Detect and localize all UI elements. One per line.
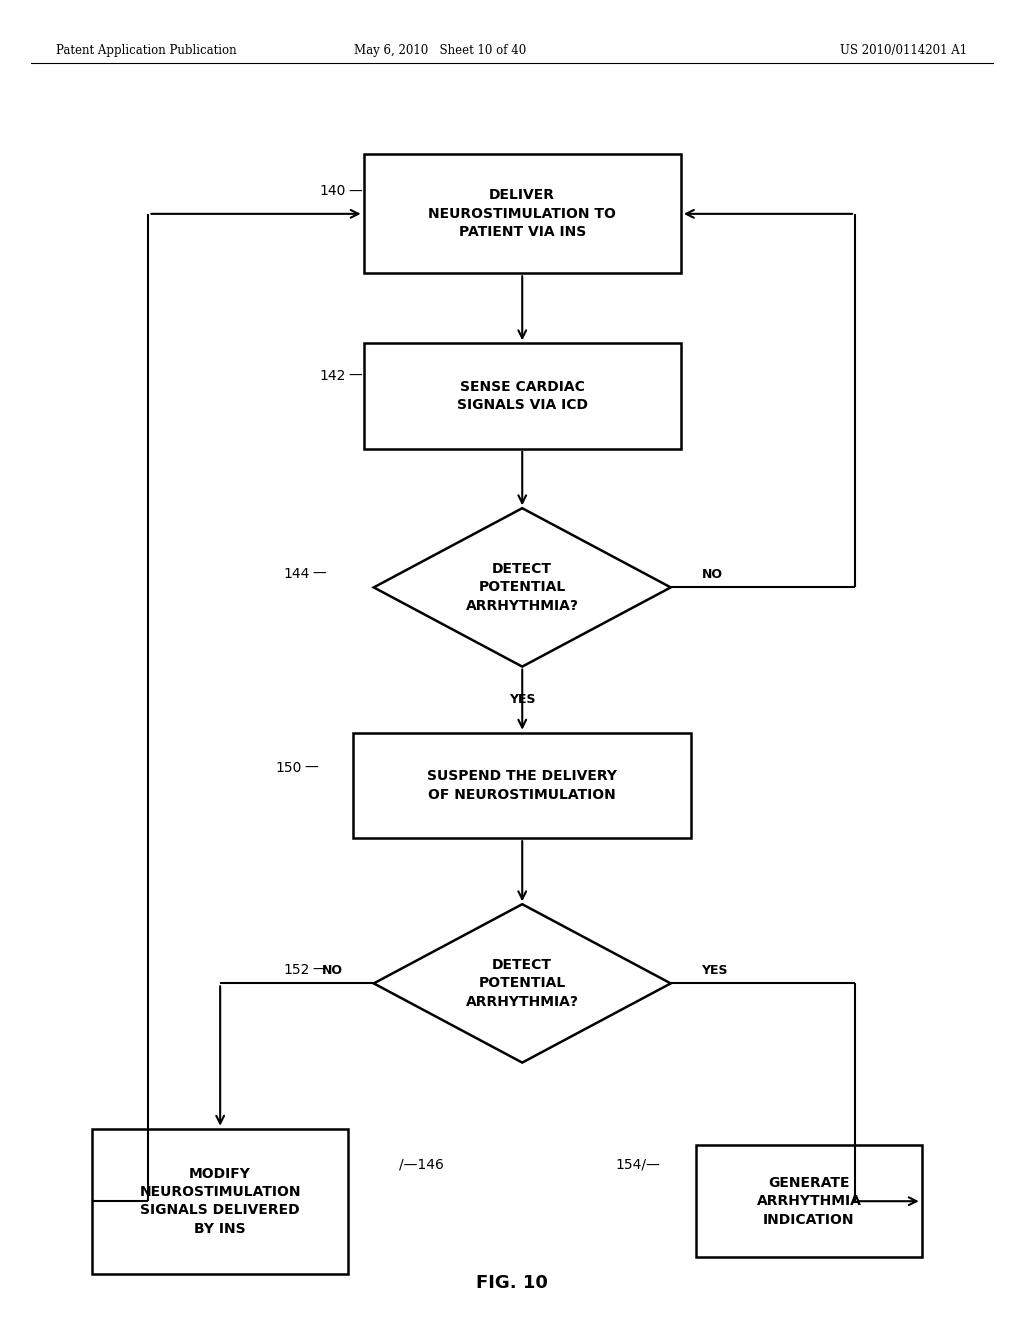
Text: GENERATE
ARRHYTHMIA
INDICATION: GENERATE ARRHYTHMIA INDICATION [757, 1176, 861, 1226]
Text: FIG. 10: FIG. 10 [476, 1274, 548, 1292]
Polygon shape [374, 508, 671, 667]
Text: NO: NO [701, 568, 723, 581]
Text: May 6, 2010   Sheet 10 of 40: May 6, 2010 Sheet 10 of 40 [354, 44, 526, 57]
Text: US 2010/0114201 A1: US 2010/0114201 A1 [840, 44, 967, 57]
Bar [92, 1129, 348, 1274]
Text: —: — [348, 370, 361, 383]
Text: NO: NO [322, 964, 343, 977]
Bar [364, 343, 681, 449]
Text: SUSPEND THE DELIVERY
OF NEUROSTIMULATION: SUSPEND THE DELIVERY OF NEUROSTIMULATION [427, 770, 617, 801]
Bar [353, 733, 691, 838]
Text: —: — [312, 964, 326, 977]
Text: MODIFY
NEUROSTIMULATION
SIGNALS DELIVERED
BY INS: MODIFY NEUROSTIMULATION SIGNALS DELIVERE… [139, 1167, 301, 1236]
Polygon shape [374, 904, 671, 1063]
Text: Patent Application Publication: Patent Application Publication [56, 44, 237, 57]
Text: YES: YES [509, 693, 536, 706]
Text: 144: 144 [284, 568, 310, 581]
Text: —: — [312, 568, 326, 581]
Text: 140: 140 [319, 185, 346, 198]
Text: 154/—: 154/— [615, 1158, 660, 1171]
Text: YES: YES [701, 964, 728, 977]
Text: /—146: /—146 [399, 1158, 444, 1171]
Text: —: — [348, 185, 361, 198]
Text: DETECT
POTENTIAL
ARRHYTHMIA?: DETECT POTENTIAL ARRHYTHMIA? [466, 562, 579, 612]
Text: SENSE CARDIAC
SIGNALS VIA ICD: SENSE CARDIAC SIGNALS VIA ICD [457, 380, 588, 412]
Text: DETECT
POTENTIAL
ARRHYTHMIA?: DETECT POTENTIAL ARRHYTHMIA? [466, 958, 579, 1008]
Text: DELIVER
NEUROSTIMULATION TO
PATIENT VIA INS: DELIVER NEUROSTIMULATION TO PATIENT VIA … [428, 189, 616, 239]
Bar [696, 1144, 922, 1257]
Bar [364, 154, 681, 273]
Text: 150: 150 [275, 762, 302, 775]
Text: 142: 142 [319, 370, 346, 383]
Text: 152: 152 [284, 964, 310, 977]
Text: —: — [304, 762, 317, 775]
